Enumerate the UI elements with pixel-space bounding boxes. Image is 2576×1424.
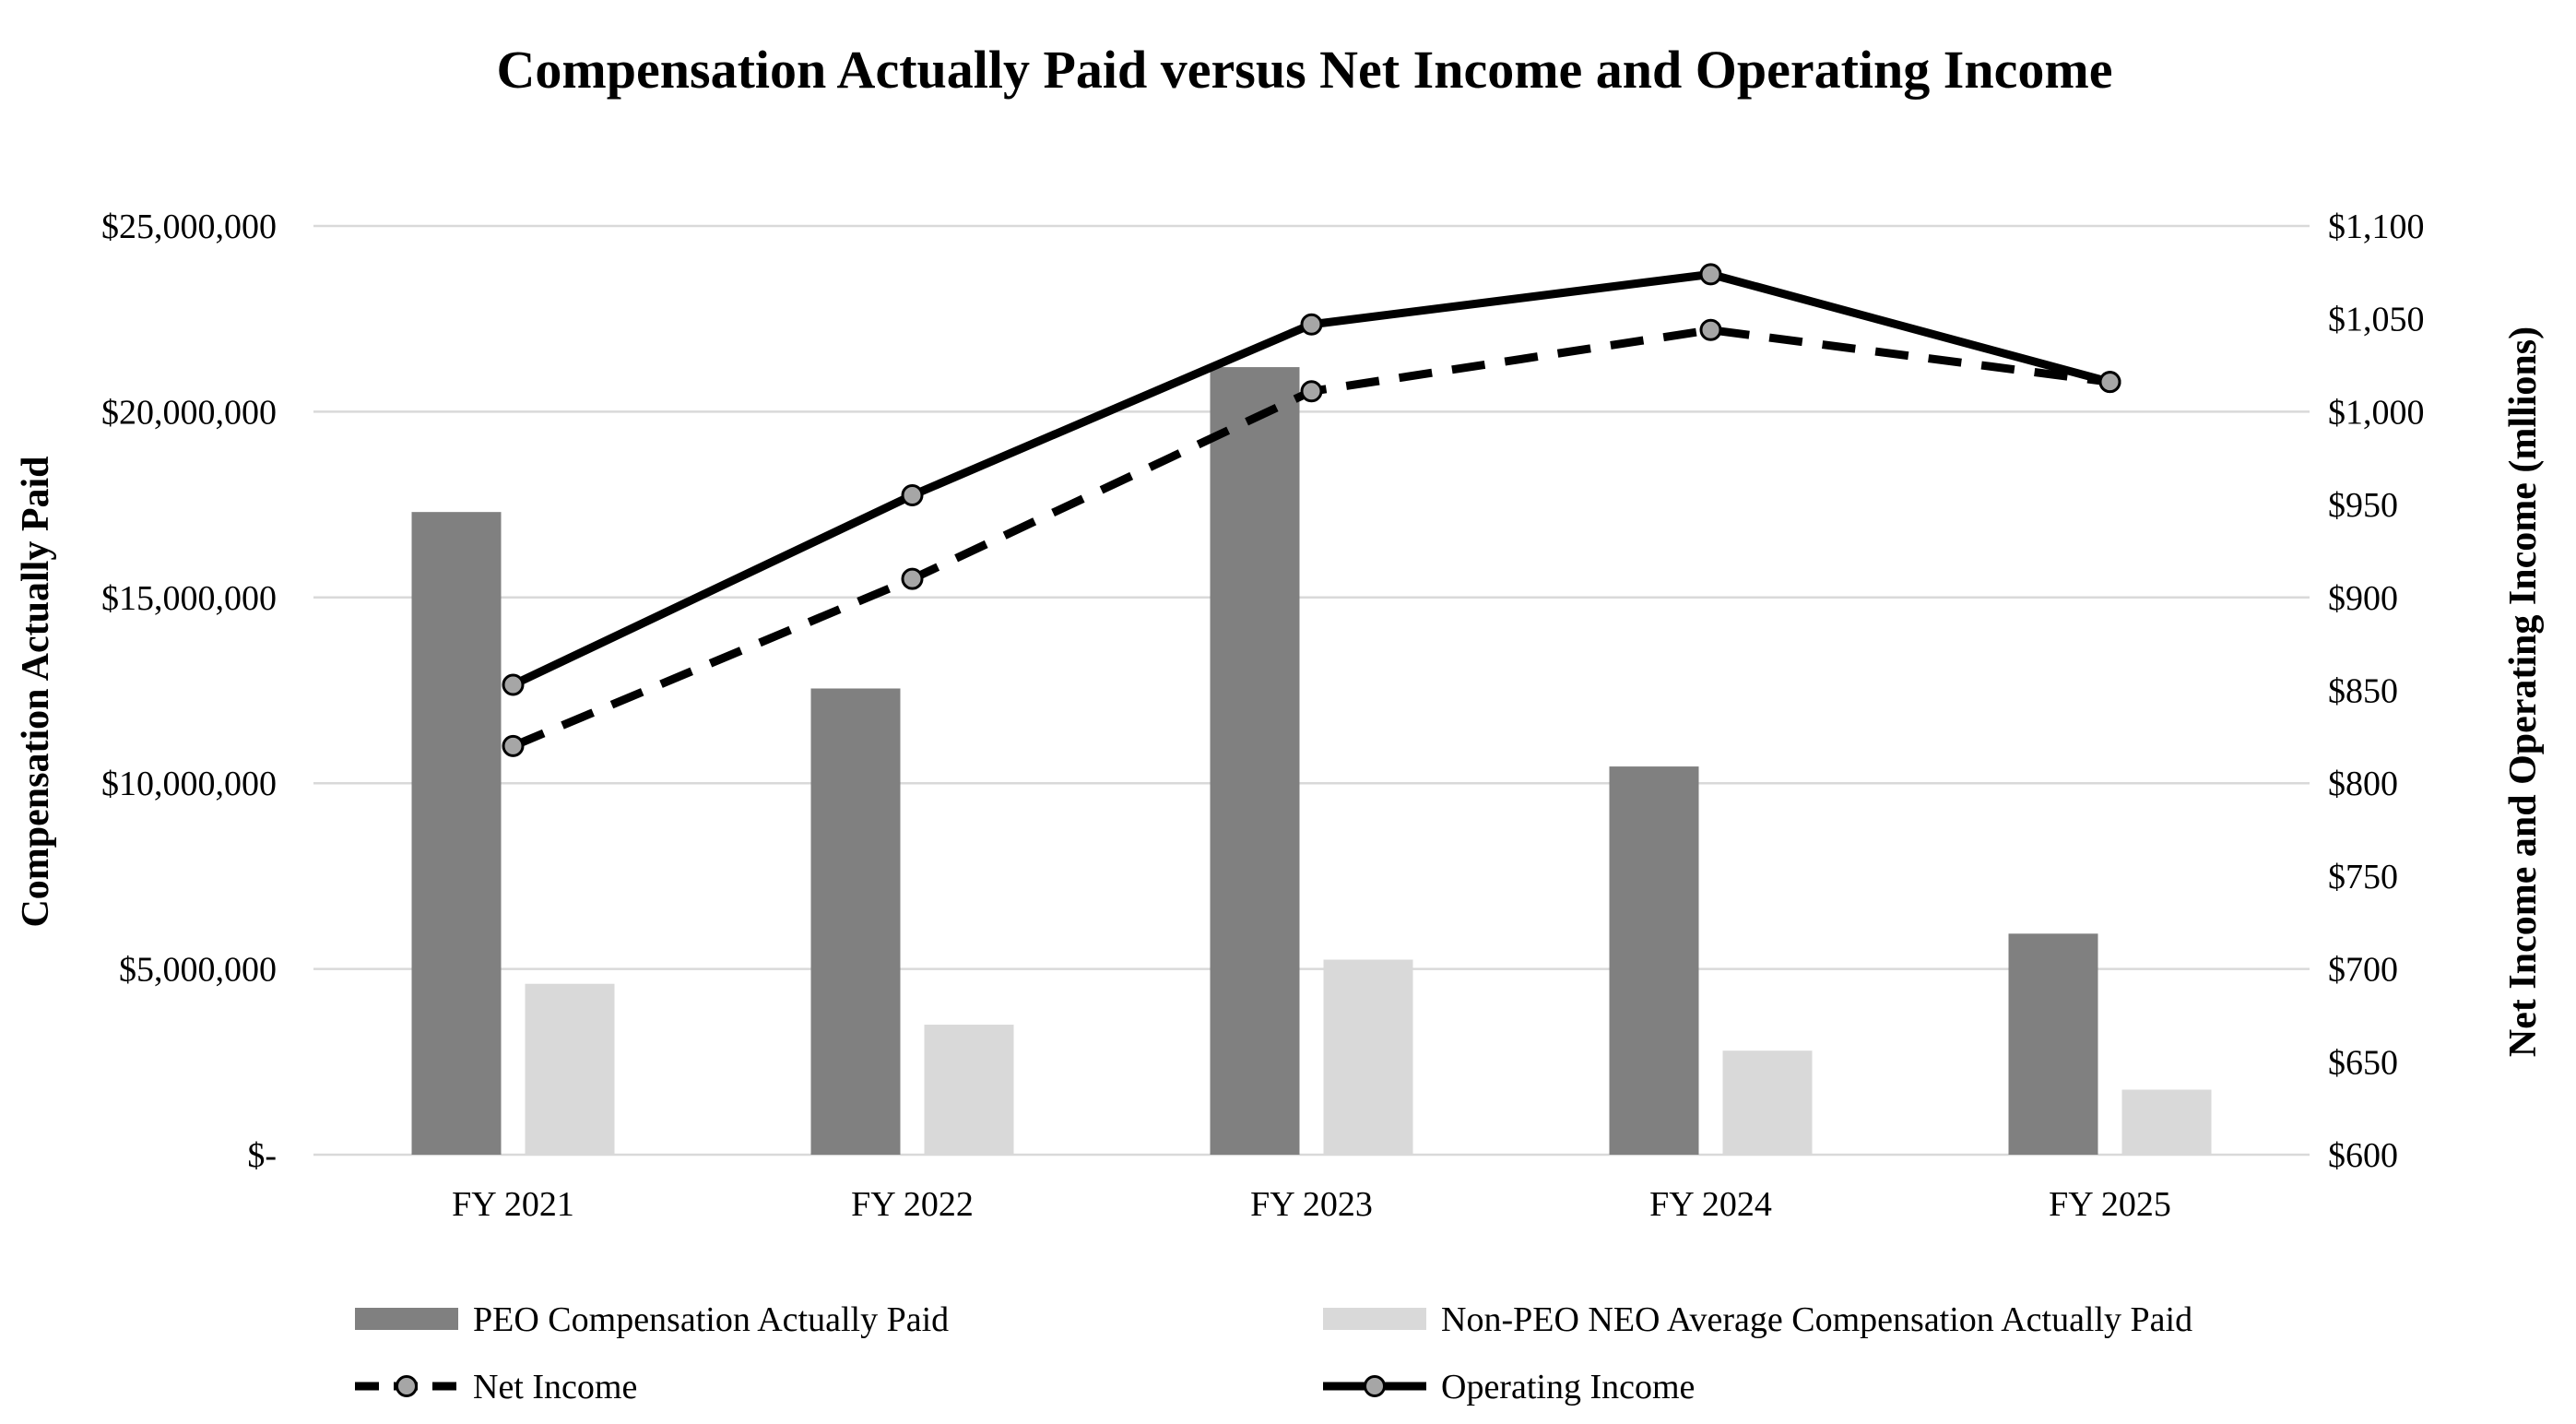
bar: [2121, 1089, 2212, 1155]
y2-tick-label: $950: [2328, 486, 2398, 525]
legend-marker: [1364, 1375, 1386, 1397]
legend-marker: [396, 1375, 418, 1397]
y2-tick-label: $1,100: [2328, 208, 2425, 246]
data-point: [1300, 313, 1323, 336]
data-point: [901, 484, 924, 507]
y2-tick-label: $1,050: [2328, 301, 2425, 339]
data-point: [1699, 318, 1722, 341]
y2-tick-label: $1,000: [2328, 393, 2425, 432]
x-tick-label: FY 2022: [851, 1185, 974, 1224]
y2-tick-label: $650: [2328, 1043, 2398, 1082]
legend-label: Non-PEO NEO Average Compensation Actuall…: [1441, 1300, 2192, 1339]
data-point: [901, 567, 924, 590]
gridlines: [313, 224, 2310, 1157]
bar: [411, 512, 502, 1155]
legend-label: Operating Income: [1441, 1368, 1695, 1406]
bar: [924, 1025, 1014, 1155]
bars: [411, 367, 2212, 1156]
y-tick-label: $10,000,000: [101, 765, 277, 803]
data-point: [502, 734, 525, 757]
data-point: [2098, 371, 2121, 394]
series-line: [511, 269, 2111, 689]
bar: [1609, 766, 1699, 1155]
y2-axis-label: Net Income and Operating Income (mllions…: [2502, 326, 2545, 1057]
x-tick-label: FY 2021: [452, 1185, 574, 1224]
legend-item: Operating Income: [1323, 1368, 1695, 1406]
legend-item: Net Income: [355, 1368, 637, 1406]
y2-tick-label: $600: [2328, 1136, 2398, 1175]
data-point: [1300, 380, 1323, 403]
y-tick-label: $20,000,000: [101, 393, 277, 432]
y-axis-label: Compensation Actually Paid: [15, 456, 57, 927]
bar: [1323, 959, 1413, 1155]
y2-tick-label: $850: [2328, 672, 2398, 711]
y2-tick-label: $900: [2328, 579, 2398, 618]
bar: [2008, 933, 2098, 1155]
bar: [810, 688, 901, 1155]
data-point: [502, 673, 525, 696]
y2-tick-label: $800: [2328, 765, 2398, 803]
x-tick-label: FY 2024: [1649, 1185, 1772, 1224]
legend-swatch: [355, 1308, 458, 1330]
legend-item: Non-PEO NEO Average Compensation Actuall…: [1323, 1300, 2192, 1339]
legend-label: PEO Compensation Actually Paid: [473, 1300, 949, 1339]
y-tick-label: $-: [247, 1136, 277, 1175]
chart-title: Compensation Actually Paid versus Net In…: [497, 40, 2113, 100]
y-tick-label: $25,000,000: [101, 208, 277, 246]
legend-label: Net Income: [473, 1368, 637, 1406]
legend-swatch: [1323, 1308, 1426, 1330]
y-axis-left: $- $5,000,000 $10,000,000 $15,000,000 $20,00…: [101, 208, 277, 1175]
bar: [525, 983, 615, 1155]
bar: [1722, 1050, 1813, 1155]
x-axis: FY 2021 FY 2022 FY 2023 FY 2024 FY 2025: [452, 1185, 2171, 1224]
legend-item: PEO Compensation Actually Paid: [355, 1300, 949, 1339]
data-point: [1699, 263, 1722, 286]
x-tick-label: FY 2023: [1250, 1185, 1373, 1224]
legend: PEO Compensation Actually Paid Non-PEO NE…: [355, 1300, 2192, 1406]
y-axis-right: $600 $650 $700 $750 $800 $850 $900 $950 $1,000 $1…: [2328, 208, 2425, 1175]
series-lines: [502, 263, 2121, 757]
bar: [1210, 367, 1300, 1156]
x-tick-label: FY 2025: [2049, 1185, 2171, 1224]
y2-tick-label: $700: [2328, 951, 2398, 990]
y-tick-label: $15,000,000: [101, 579, 277, 618]
y-tick-label: $5,000,000: [119, 951, 277, 990]
y2-tick-label: $750: [2328, 858, 2398, 896]
